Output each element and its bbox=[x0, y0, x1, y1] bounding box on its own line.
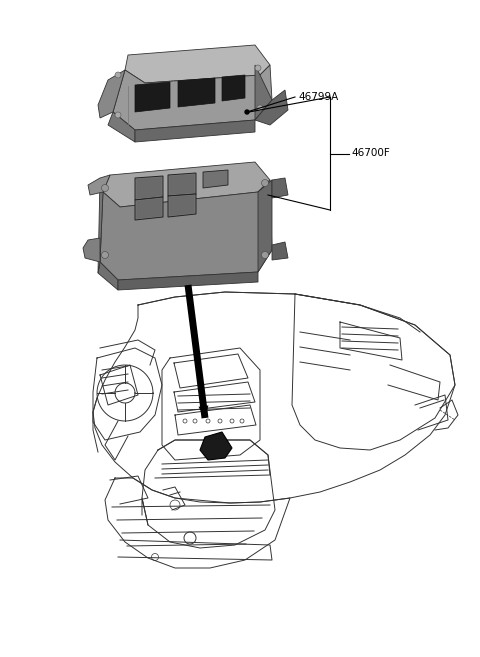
Circle shape bbox=[245, 110, 249, 114]
Polygon shape bbox=[255, 90, 288, 125]
Polygon shape bbox=[98, 70, 125, 118]
Polygon shape bbox=[255, 65, 272, 120]
Polygon shape bbox=[118, 272, 258, 290]
Polygon shape bbox=[98, 262, 118, 290]
Polygon shape bbox=[83, 238, 100, 262]
Polygon shape bbox=[108, 112, 135, 142]
Polygon shape bbox=[100, 180, 272, 280]
Polygon shape bbox=[135, 197, 163, 220]
Polygon shape bbox=[272, 178, 288, 198]
Polygon shape bbox=[88, 175, 110, 195]
Polygon shape bbox=[103, 162, 270, 207]
Polygon shape bbox=[272, 242, 288, 260]
Polygon shape bbox=[178, 78, 215, 107]
Circle shape bbox=[115, 72, 121, 78]
Circle shape bbox=[262, 179, 268, 187]
Polygon shape bbox=[135, 176, 163, 200]
Polygon shape bbox=[98, 178, 103, 273]
Polygon shape bbox=[222, 75, 245, 101]
Circle shape bbox=[101, 252, 108, 258]
Text: 46799A: 46799A bbox=[298, 92, 338, 102]
Circle shape bbox=[115, 112, 121, 118]
Polygon shape bbox=[136, 198, 162, 219]
Text: 46700F: 46700F bbox=[351, 148, 390, 158]
Circle shape bbox=[257, 105, 263, 111]
Polygon shape bbox=[203, 170, 228, 188]
Circle shape bbox=[255, 65, 261, 71]
Polygon shape bbox=[258, 180, 272, 272]
Polygon shape bbox=[113, 65, 272, 130]
Polygon shape bbox=[168, 194, 196, 217]
Polygon shape bbox=[168, 173, 196, 196]
Polygon shape bbox=[169, 174, 194, 195]
Polygon shape bbox=[135, 82, 170, 112]
Polygon shape bbox=[125, 45, 270, 83]
Circle shape bbox=[262, 252, 268, 258]
Polygon shape bbox=[199, 405, 208, 418]
Polygon shape bbox=[200, 432, 232, 460]
Circle shape bbox=[101, 185, 108, 191]
Polygon shape bbox=[136, 177, 162, 199]
Polygon shape bbox=[135, 120, 255, 142]
Polygon shape bbox=[169, 195, 194, 216]
